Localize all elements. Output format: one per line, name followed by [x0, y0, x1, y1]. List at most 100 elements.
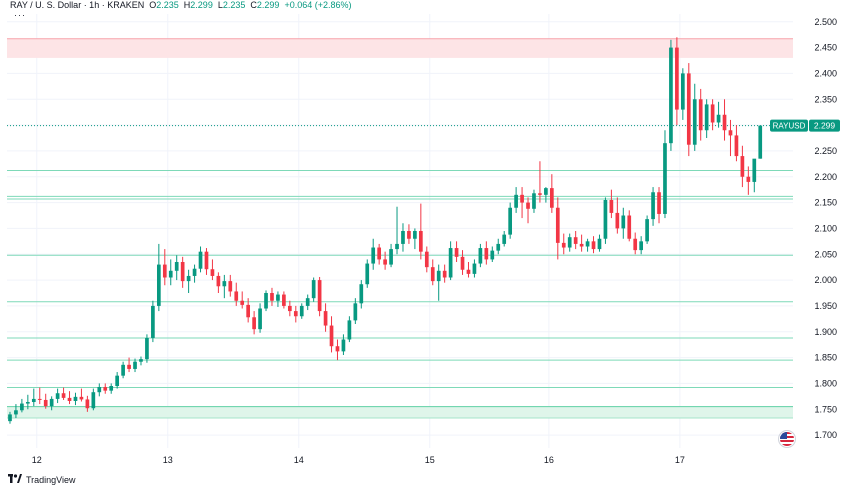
candle-body [549, 188, 554, 208]
y-tick-label: 2.050 [814, 249, 837, 259]
high-value: 2.299 [190, 0, 213, 10]
candle-body [621, 215, 626, 229]
candle-body [97, 387, 102, 393]
candle-body [544, 188, 548, 195]
candle-body [198, 251, 203, 269]
candle-body [145, 337, 149, 360]
candle-body [270, 293, 274, 301]
candle-body [264, 293, 268, 309]
candle-body [389, 249, 393, 265]
resistance-zone [7, 38, 793, 58]
candle-body [73, 396, 78, 401]
candle-body [407, 231, 411, 239]
y-tick-label: 2.350 [814, 94, 837, 104]
candle-body [222, 281, 227, 287]
candle-body [722, 114, 727, 131]
candle-body [555, 207, 560, 243]
candle-body [615, 212, 620, 229]
candle-body [79, 396, 84, 400]
candle-body [103, 387, 108, 391]
y-tick-label: 2.100 [814, 223, 837, 233]
candle-body [401, 231, 405, 244]
last-price-tag-bg [809, 119, 840, 132]
candle-body [663, 143, 667, 214]
close-value: 2.299 [256, 0, 280, 10]
candle-body [746, 176, 751, 182]
candle-body [502, 234, 507, 244]
candle-body [698, 99, 703, 131]
y-tick-label: 2.250 [814, 146, 837, 156]
y-tick-label: 2.200 [814, 172, 837, 182]
candle-body [597, 238, 602, 250]
candle-body [20, 403, 24, 411]
y-tick-label: 1.900 [814, 327, 837, 337]
tradingview-brand[interactable]: TradingView [8, 474, 76, 486]
candle-body [323, 311, 328, 326]
candle-body [573, 237, 578, 244]
candle-body [526, 202, 530, 209]
y-tick-label: 1.800 [814, 378, 837, 388]
candle-body [454, 248, 459, 257]
candle-body [8, 414, 12, 422]
candle-body [639, 241, 644, 251]
candle-body [377, 247, 382, 260]
candle-body [448, 248, 453, 278]
low-value: 2.235 [222, 0, 246, 10]
candle-body [276, 294, 280, 301]
candle-body [151, 305, 155, 338]
candle-body [579, 243, 584, 247]
candle-body [168, 270, 173, 278]
candle-body [109, 386, 114, 391]
candle-body [436, 270, 441, 282]
y-tick-label: 2.000 [814, 275, 837, 285]
candle-body [174, 262, 179, 271]
candle-body [37, 398, 42, 400]
candle-body [430, 267, 435, 282]
candle-body [651, 192, 655, 220]
candle-body [716, 114, 721, 123]
candle-body [186, 275, 191, 282]
x-tick-label: 12 [32, 455, 42, 465]
symbol-tag: RAYUSD [773, 122, 806, 131]
y-tick-label: 1.700 [814, 430, 837, 440]
candle-body [466, 269, 471, 274]
y-tick-label: 2.150 [814, 198, 837, 208]
x-tick-label: 16 [544, 455, 554, 465]
candle-body [675, 47, 679, 110]
candle-body [299, 305, 304, 317]
candle-body [472, 263, 477, 274]
last-price-tag: 2.299 [814, 121, 836, 131]
x-tick-label: 13 [163, 455, 173, 465]
tradingview-wordmark: TradingView [26, 475, 76, 485]
candle-body [234, 291, 239, 301]
candle-body [704, 104, 709, 131]
candle-body [532, 193, 536, 209]
candle-body [567, 237, 572, 248]
candle-body [561, 242, 566, 248]
candle-body [365, 263, 370, 285]
open-value: 2.235 [156, 0, 179, 10]
candle-body [395, 243, 399, 250]
candle-body [341, 339, 346, 352]
candle-body [335, 346, 340, 352]
more-options-icon[interactable]: ··· [14, 10, 26, 20]
candle-body [240, 300, 245, 305]
symbol-title[interactable]: RAY / U. S. Dollar · 1h · KRAKEN [10, 0, 145, 10]
us-flag-icon[interactable] [779, 431, 795, 447]
candle-body [55, 393, 60, 399]
symbol-tag-bg [770, 119, 808, 132]
close-label: C [250, 0, 257, 10]
candle-body [252, 317, 256, 330]
candle-body [329, 325, 334, 347]
candle-body [460, 256, 465, 270]
candle-body [514, 194, 518, 208]
candle-body [139, 359, 143, 362]
candle-body [305, 298, 310, 306]
candle-body [609, 200, 614, 213]
candle-body [228, 281, 233, 292]
candle-body [633, 238, 638, 251]
candle-body [85, 399, 90, 409]
candle-body [424, 251, 429, 268]
candle-body [740, 156, 745, 177]
